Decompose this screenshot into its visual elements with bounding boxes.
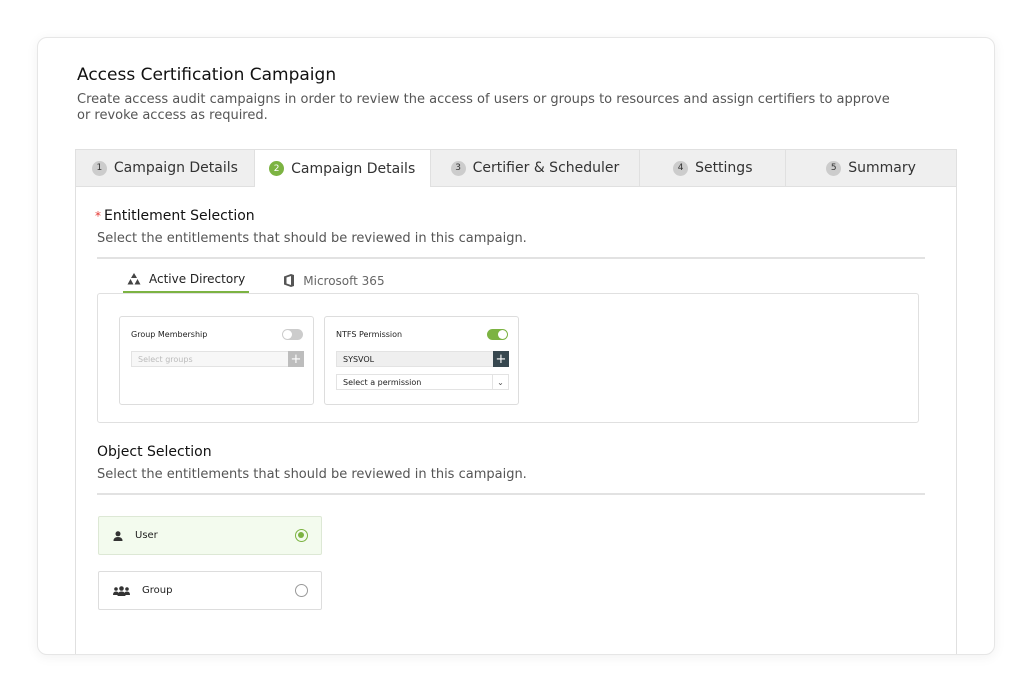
step-4-tab[interactable]: 4 Settings — [640, 150, 787, 186]
step-label: Summary — [848, 160, 916, 176]
ntfs-toggle[interactable] — [487, 329, 508, 340]
user-icon — [113, 530, 123, 541]
select-groups-input[interactable]: Select groups + — [131, 351, 304, 367]
option-label: Group — [142, 585, 173, 596]
step-1-tab[interactable]: 1 Campaign Details — [76, 150, 255, 186]
add-path-button[interactable]: + — [493, 351, 509, 367]
placeholder: Select a permission — [343, 377, 422, 387]
group-radio[interactable] — [295, 584, 308, 597]
tab-microsoft-365[interactable]: Microsoft 365 — [279, 270, 388, 294]
ntfs-label: NTFS Permission — [336, 330, 403, 339]
group-icon — [113, 585, 130, 596]
placeholder: Select groups — [138, 354, 193, 364]
group-membership-toggle[interactable] — [282, 329, 303, 340]
step-label: Settings — [695, 160, 753, 176]
active-directory-icon — [127, 273, 141, 285]
tab-active-directory[interactable]: Active Directory — [123, 270, 250, 294]
value: SYSVOL — [343, 354, 375, 364]
add-group-button[interactable]: + — [288, 351, 304, 367]
divider — [97, 257, 925, 259]
wizard-steps: 1 Campaign Details 2 Campaign Details 3 Cer… — [76, 150, 956, 187]
step-number: 5 — [826, 160, 842, 176]
tab-label: Microsoft 365 — [303, 273, 385, 288]
step-label: Campaign Details — [113, 160, 238, 176]
object-title: Object Selection — [97, 444, 212, 460]
office-icon — [284, 274, 295, 287]
object-subtitle: Select the entitlements that should be r… — [97, 467, 527, 482]
step-3-tab[interactable]: 3 Certifier & Scheduler — [431, 150, 641, 186]
object-option-user[interactable]: User — [98, 516, 322, 555]
entitlement-title-text: Entitlement Selection — [104, 208, 255, 224]
divider — [97, 493, 925, 495]
step-5-tab[interactable]: 5 Summary — [786, 150, 956, 186]
chevron-down-icon: ⌄ — [492, 375, 508, 389]
tab-label: Active Directory — [149, 272, 246, 286]
campaign-card: Access Certification Campaign Create acc… — [37, 37, 995, 655]
entitlement-title: * Entitlement Selection — [95, 208, 255, 224]
step-number: 3 — [450, 160, 466, 176]
ntfs-permission-card: NTFS Permission SYSVOL + Select a permiss… — [324, 316, 519, 405]
step-number: 1 — [91, 160, 107, 176]
group-membership-card: Group Membership Select groups + — [119, 316, 314, 405]
group-membership-label: Group Membership — [131, 330, 208, 339]
step-number: 4 — [673, 160, 689, 176]
step-label: Campaign Details — [291, 160, 416, 177]
permission-select[interactable]: Select a permission ⌄ — [336, 374, 509, 390]
source-tabs: Active Directory Microsoft 365 — [123, 270, 389, 294]
user-radio[interactable] — [295, 529, 308, 542]
object-option-group[interactable]: Group — [98, 571, 322, 610]
required-mark: * — [95, 209, 101, 223]
page-title: Access Certification Campaign — [77, 65, 337, 85]
page-description: Create access audit campaigns in order t… — [77, 92, 890, 123]
entitlement-subtitle: Select the entitlements that should be r… — [97, 231, 527, 246]
step-label: Certifier & Scheduler — [472, 160, 620, 176]
entitlement-box: Group Membership Select groups + NTFS Per… — [97, 293, 919, 423]
step-2-tab[interactable]: 2 Campaign Details — [254, 150, 431, 187]
step-number: 2 — [269, 161, 285, 176]
option-label: User — [135, 530, 158, 541]
wizard-panel: 1 Campaign Details 2 Campaign Details 3 Cer… — [75, 149, 957, 654]
ntfs-path-input[interactable]: SYSVOL + — [336, 351, 509, 367]
